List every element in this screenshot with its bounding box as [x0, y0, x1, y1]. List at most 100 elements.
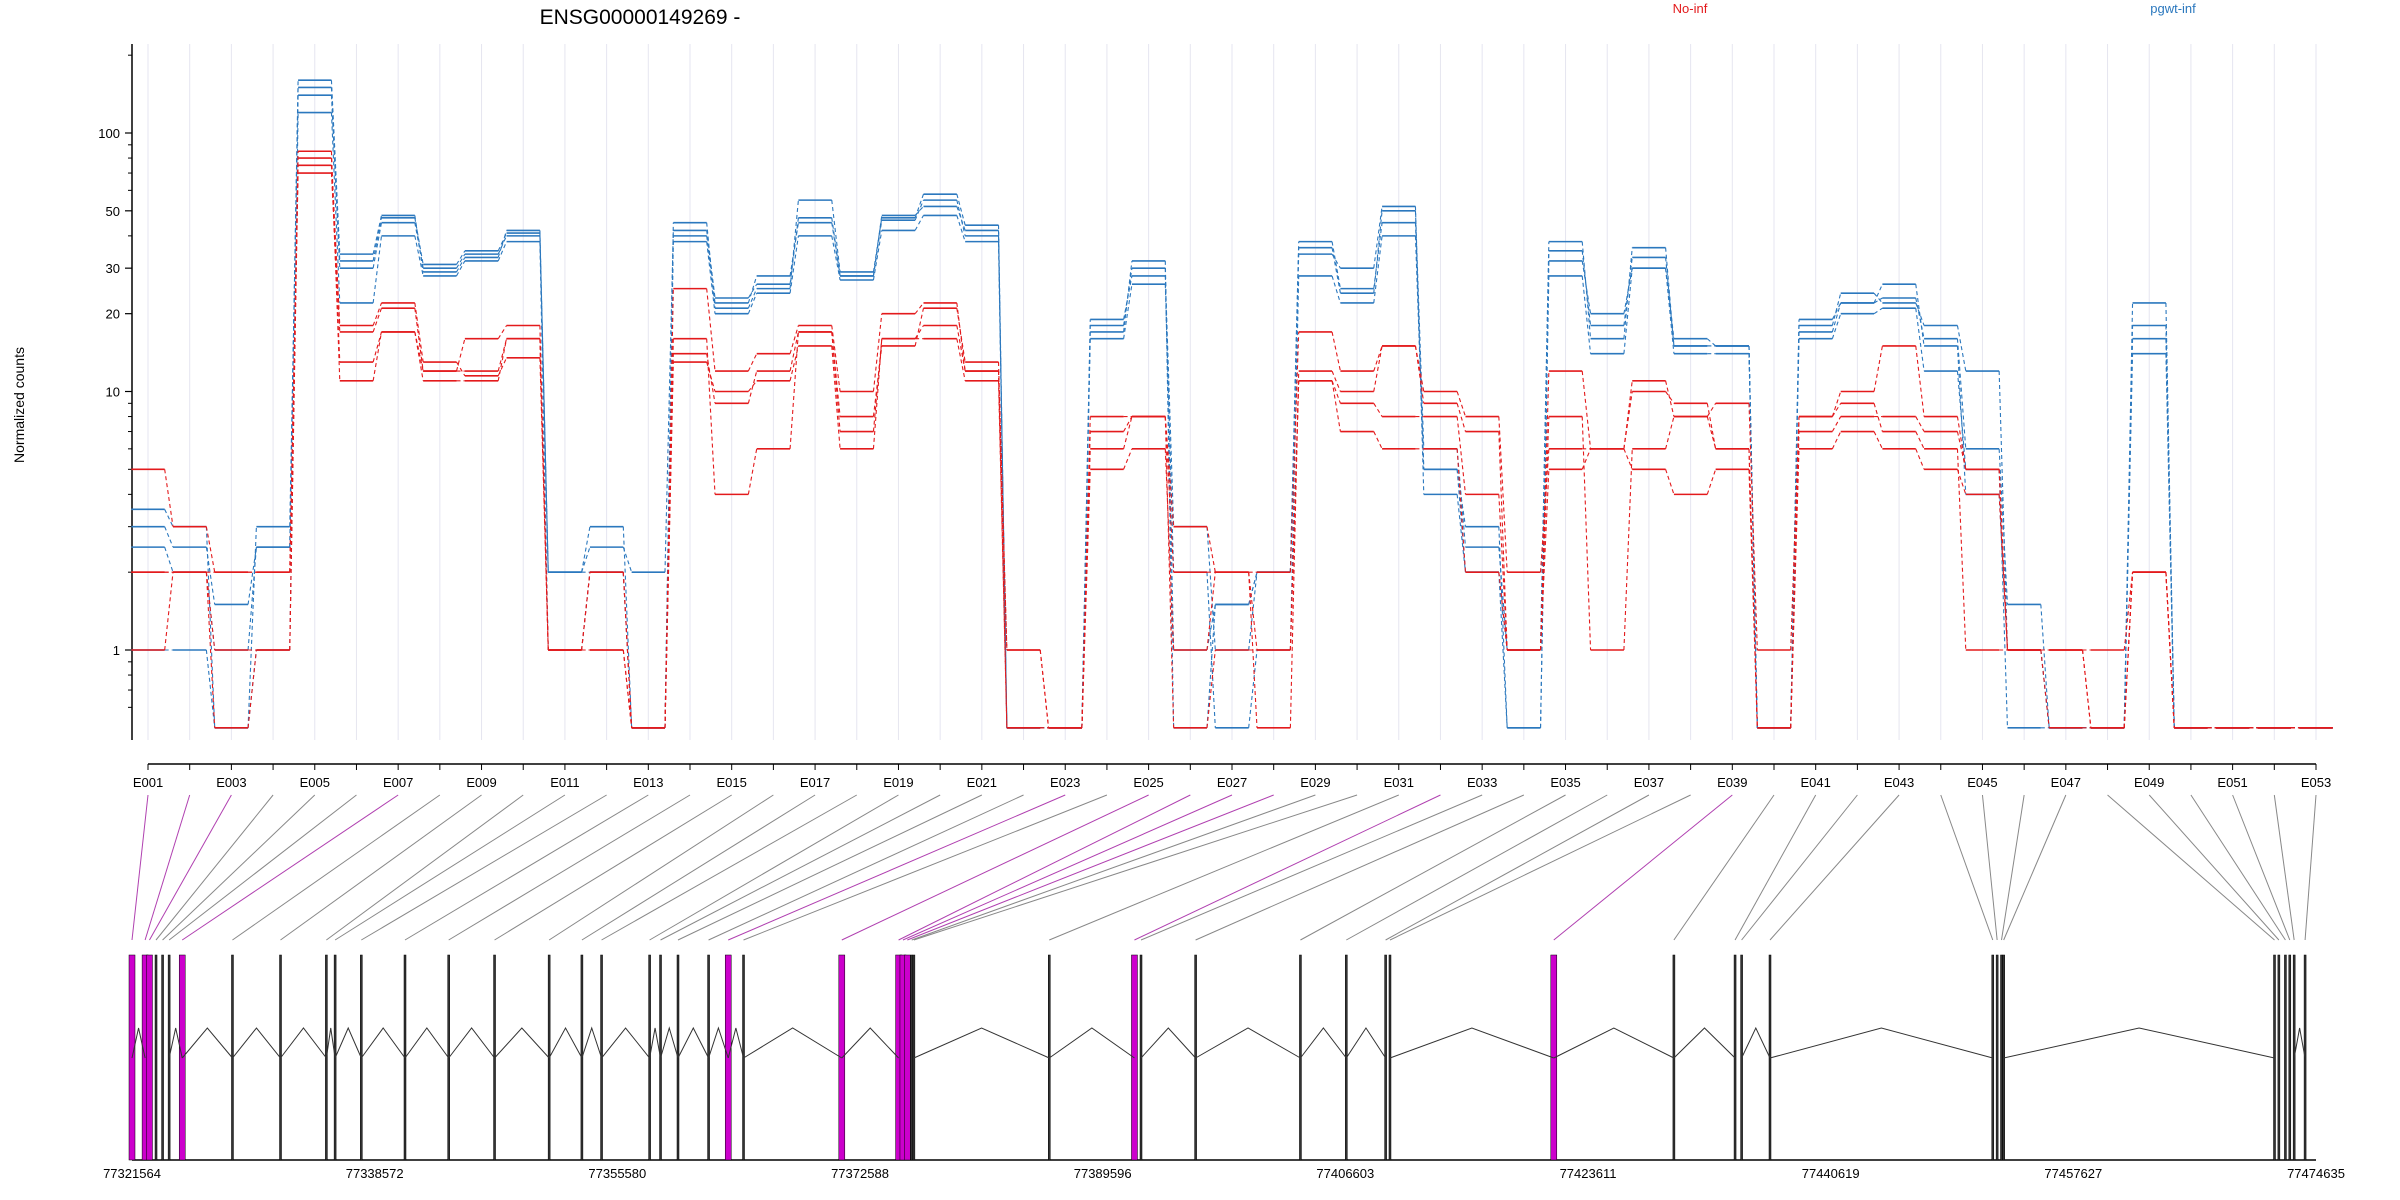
series-connector: [1956, 325, 1967, 372]
series-connector: [1498, 431, 1508, 651]
series-connector: [1581, 448, 1592, 470]
exon-connector: [913, 794, 1358, 941]
series-connector: [205, 526, 216, 573]
intron-line: [181, 1027, 233, 1059]
series-connector: [1206, 604, 1216, 651]
intron-line: [708, 1026, 729, 1059]
series-connector: [456, 361, 466, 377]
series-connector: [1456, 494, 1467, 573]
series-connector: [581, 526, 591, 573]
series-connector: [1456, 391, 1466, 417]
exon-connector: [1741, 794, 1858, 941]
series-connector: [1331, 241, 1341, 289]
intron-line: [334, 1026, 362, 1059]
series-connector: [372, 302, 382, 326]
series-connector: [914, 215, 924, 231]
series-connector: [1873, 284, 1883, 304]
series-connector: [1831, 302, 1842, 333]
series-connector: [997, 362, 1008, 651]
series-connector: [2040, 649, 2050, 728]
exon-connector: [232, 794, 441, 941]
series-connector: [1665, 380, 1675, 417]
series-connector: [747, 380, 758, 392]
series-connector: [622, 572, 633, 728]
series-connector: [247, 526, 257, 728]
series-connector: [789, 235, 799, 294]
exon-connector: [1553, 794, 1733, 941]
series-connector: [456, 257, 466, 273]
exon-connector: [448, 794, 691, 941]
series-connector: [1873, 307, 1883, 315]
series-connector: [872, 338, 883, 449]
series-connector: [747, 288, 758, 309]
series-connector: [1956, 345, 1967, 495]
series-connector: [330, 151, 341, 381]
series-connector: [1206, 604, 1216, 728]
series-connector: [497, 241, 508, 262]
intron-line: [1195, 1027, 1301, 1059]
intron-line: [448, 1027, 495, 1059]
series-connector: [1873, 431, 1883, 450]
series-connector: [664, 230, 674, 573]
series-connector: [1081, 469, 1091, 728]
series-connector: [497, 325, 508, 340]
series-connector: [997, 380, 1008, 728]
series-connector: [1331, 253, 1341, 269]
series-connector: [789, 331, 799, 449]
exon-connector: [162, 794, 316, 941]
x-tick-label: E037: [1634, 775, 1664, 790]
series-connector: [1206, 572, 1216, 651]
intron-line: [913, 1027, 1050, 1059]
series-connector: [1498, 572, 1508, 651]
series-connector: [1373, 431, 1383, 450]
series-connector: [1581, 416, 1592, 651]
series-connector: [1414, 210, 1425, 449]
series-connector: [372, 308, 382, 333]
chart-title: ENSG00000149269 -: [540, 6, 741, 29]
y-axis-label: Normalized counts: [11, 347, 27, 463]
series-connector: [1373, 345, 1383, 392]
x-tick-label: E039: [1717, 775, 1747, 790]
series-connector: [1164, 284, 1175, 573]
series-connector: [330, 80, 341, 255]
series-connector: [914, 206, 924, 216]
vertical-gridlines: [147, 44, 2317, 740]
series-connector: [747, 448, 758, 495]
series-connector: [1373, 345, 1383, 372]
exon-connector: [581, 794, 816, 941]
series-connector: [706, 361, 716, 392]
series-connector: [956, 302, 966, 372]
series-connector: [747, 370, 758, 404]
series-connector: [1498, 547, 1508, 651]
series-connector: [1873, 292, 1883, 304]
exon-connector: [2003, 794, 2067, 941]
series-connector: [1206, 649, 1216, 728]
y-tick-label: 50: [106, 204, 120, 219]
exon-connector: [2001, 794, 2025, 941]
intron-line: [548, 1026, 583, 1059]
series-connector: [1539, 469, 1550, 651]
intron-line: [727, 1027, 745, 1059]
series-connector: [1123, 260, 1133, 332]
series-connector: [497, 230, 508, 258]
exon-connector: [334, 794, 566, 941]
series-connector: [747, 293, 758, 314]
legend-label-no-inf: No-inf: [1673, 1, 1708, 16]
intron-line: [1553, 1027, 1675, 1059]
series-connector: [581, 572, 591, 651]
intron-line: [1769, 1027, 1993, 1059]
series-connector: [914, 308, 925, 347]
x-tick-label: E013: [633, 775, 663, 790]
exon-connector: [911, 794, 1316, 941]
series-connector: [664, 362, 674, 728]
intron-line: [1389, 1027, 1554, 1059]
x-tick-label: E001: [133, 775, 163, 790]
series-connector: [1164, 448, 1175, 651]
series-connector: [1331, 380, 1341, 432]
series-connector: [205, 547, 216, 605]
exon-connector: [1769, 794, 1900, 941]
series-connector: [1414, 235, 1425, 470]
series-connector: [1790, 448, 1800, 728]
series-connector: [1790, 325, 1800, 728]
exon-connector: [168, 794, 357, 941]
